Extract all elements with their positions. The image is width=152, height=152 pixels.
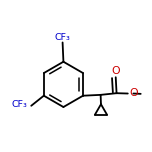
Text: CF₃: CF₃ (11, 100, 27, 109)
Text: O: O (111, 66, 120, 76)
Text: O: O (129, 88, 138, 98)
Text: CF₃: CF₃ (55, 33, 71, 42)
